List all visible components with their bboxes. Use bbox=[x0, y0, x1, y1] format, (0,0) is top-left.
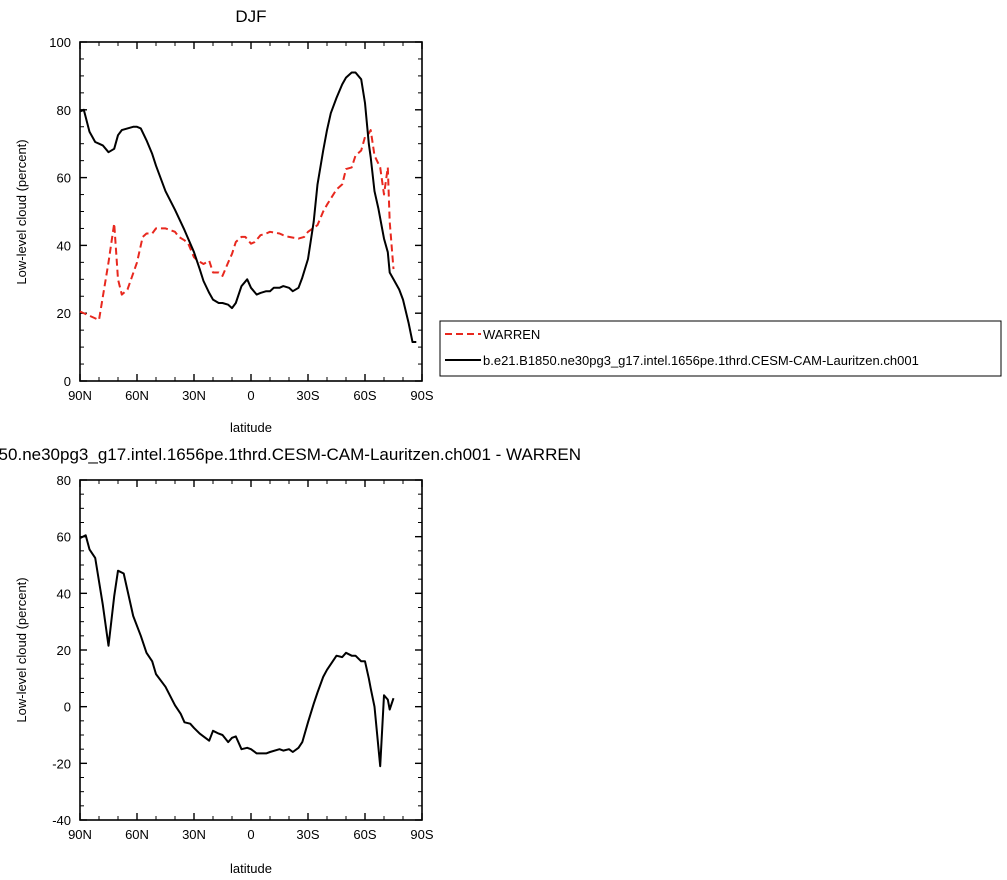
top-chart-axes: 90N 60N 30N 0 30S 60S 90S 0 20 40 60 80 100 bbox=[49, 35, 434, 403]
x-tick-label: 90S bbox=[410, 388, 433, 403]
legend-label-warren: WARREN bbox=[483, 327, 540, 342]
chart-title-top: DJF bbox=[235, 7, 266, 26]
y-tick-label: 40 bbox=[57, 238, 71, 253]
plot-frame-bottom bbox=[79, 479, 423, 821]
x-tick-label: 30N bbox=[182, 388, 206, 403]
y-tick-label: -20 bbox=[52, 756, 71, 771]
bottom-chart-axes: 90N 60N 30N 0 30S 60S 90S -40 -20 0 20 40 60 80 bbox=[52, 473, 434, 842]
x-tick-label: 60N bbox=[125, 388, 149, 403]
legend-label-model: b.e21.B1850.ne30pg3_g17.intel.1656pe.1th… bbox=[483, 353, 919, 368]
y-axis-label-top: Low-level cloud (percent) bbox=[14, 139, 29, 284]
y-tick-label: 60 bbox=[57, 530, 71, 545]
x-tick-label: 30N bbox=[182, 827, 206, 842]
x-tick-label: 30S bbox=[296, 827, 319, 842]
y-tick-label: 60 bbox=[57, 171, 71, 186]
legend-box bbox=[439, 320, 1002, 377]
x-tick-label: 90N bbox=[68, 388, 92, 403]
plot-frame-top bbox=[79, 41, 423, 382]
x-tick-label: 60S bbox=[353, 388, 376, 403]
x-tick-label: 90N bbox=[68, 827, 92, 842]
y-tick-label: -40 bbox=[52, 813, 71, 828]
y-tick-label: 0 bbox=[64, 374, 71, 389]
y-tick-label: 80 bbox=[57, 473, 71, 488]
x-tick-label: 60N bbox=[125, 827, 149, 842]
legend: WARREN b.e21.B1850.ne30pg3_g17.intel.165… bbox=[439, 320, 1002, 377]
x-tick-label: 60S bbox=[353, 827, 376, 842]
x-axis-label-top: latitude bbox=[230, 420, 272, 435]
x-tick-label: 0 bbox=[247, 827, 254, 842]
x-axis-label-bottom: latitude bbox=[230, 861, 272, 876]
bottom-chart-plot-area bbox=[79, 534, 395, 768]
y-tick-label: 80 bbox=[57, 103, 71, 118]
x-tick-label: 30S bbox=[296, 388, 319, 403]
y-tick-label: 0 bbox=[64, 700, 71, 715]
y-tick-label: 20 bbox=[57, 306, 71, 321]
y-axis-label-bottom: Low-level cloud (percent) bbox=[14, 577, 29, 722]
top-chart-plot-area bbox=[79, 71, 417, 343]
series-line-top-0 bbox=[79, 129, 395, 321]
series-line-top-1 bbox=[79, 71, 417, 343]
x-tick-label: 0 bbox=[247, 388, 254, 403]
y-tick-label: 20 bbox=[57, 643, 71, 658]
y-tick-label: 40 bbox=[57, 586, 71, 601]
y-tick-label: 100 bbox=[49, 35, 71, 50]
x-tick-label: 90S bbox=[410, 827, 433, 842]
chart-title-bottom: b.e21.B1850.ne30pg3_g17.intel.1656pe.1th… bbox=[0, 445, 581, 464]
series-line-bottom-0 bbox=[79, 534, 395, 768]
